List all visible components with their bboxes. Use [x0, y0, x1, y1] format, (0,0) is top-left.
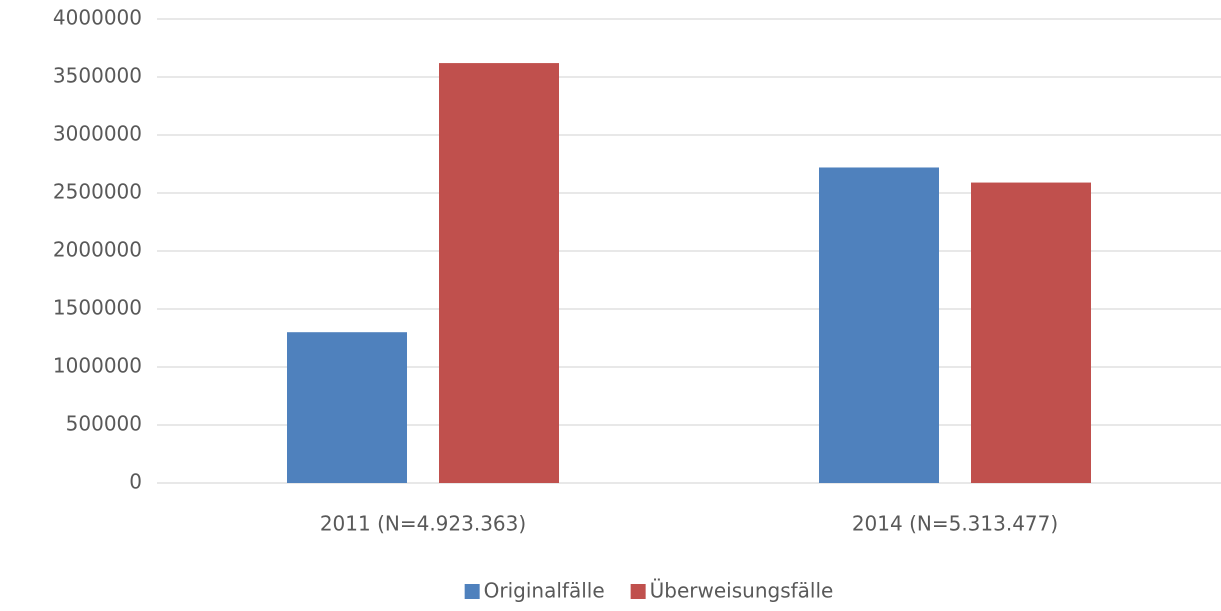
bar: [287, 332, 407, 483]
y-tick-label: 3500000: [53, 64, 142, 88]
y-tick-label: 4000000: [53, 6, 142, 30]
y-tick-label: 3000000: [53, 122, 142, 146]
bar: [819, 167, 939, 484]
y-tick-label: 1500000: [53, 296, 142, 320]
y-tick-label: 2000000: [53, 238, 142, 262]
y-tick-label: 2500000: [53, 180, 142, 204]
legend-swatch: [464, 584, 480, 599]
x-tick-label: 2011 (N=4.923.363): [320, 512, 526, 536]
y-tick-label: 500000: [66, 412, 142, 436]
bar: [971, 182, 1091, 483]
x-tick-label: 2014 (N=5.313.477): [852, 512, 1058, 536]
legend-swatch: [630, 584, 646, 599]
y-tick-label: 0: [129, 470, 142, 494]
legend-label: Originalfälle: [484, 579, 605, 603]
legend-label: Überweisungsfälle: [650, 579, 834, 603]
bar: [439, 63, 559, 484]
y-tick-label: 1000000: [53, 354, 142, 378]
